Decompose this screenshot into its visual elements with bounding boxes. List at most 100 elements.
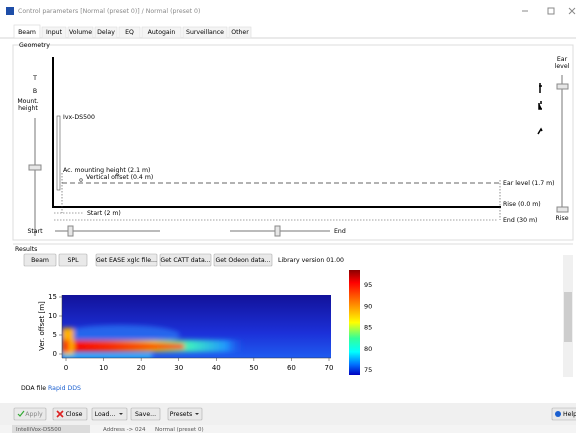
tab-label: Input xyxy=(46,29,63,36)
status-text: Normal (preset 0) xyxy=(155,427,204,433)
tab-label: Beam xyxy=(18,29,36,36)
person-icon xyxy=(539,83,542,93)
diagram-label: Ear level (1.7 m) xyxy=(503,180,555,187)
help-icon xyxy=(555,411,561,417)
dropdown xyxy=(119,413,123,415)
marker xyxy=(79,178,83,182)
heatmap xyxy=(62,295,331,358)
tab[interactable] xyxy=(141,26,182,39)
tab-label: Volume xyxy=(69,29,92,36)
x-tick-label: 60 xyxy=(287,364,296,372)
group-title: Results xyxy=(15,246,37,253)
close-button-label: Close xyxy=(66,411,83,418)
ear-slider[interactable] xyxy=(556,83,569,90)
label: Mount. height xyxy=(17,98,39,112)
scroll-thumb[interactable] xyxy=(564,292,572,342)
result-button[interactable] xyxy=(213,253,273,267)
x-tick-label: 20 xyxy=(137,364,146,372)
close-window[interactable] xyxy=(568,7,576,15)
label: Rise xyxy=(555,215,568,222)
y-tick-label: 0 xyxy=(53,350,57,358)
result-button[interactable] xyxy=(95,253,158,267)
result-button[interactable] xyxy=(58,253,88,267)
result-button-label: Get CATT data... xyxy=(160,257,210,264)
y-axis-label: Ver. offset [m] xyxy=(38,301,46,351)
speaker xyxy=(56,115,61,191)
colorbar-tick-label: 75 xyxy=(364,366,372,374)
tab[interactable] xyxy=(67,26,94,39)
close-button[interactable] xyxy=(52,407,88,421)
save-button[interactable] xyxy=(130,407,161,421)
status-cell xyxy=(12,425,90,433)
result-button-label: Beam xyxy=(31,257,49,264)
end-slider[interactable] xyxy=(274,225,281,237)
diagram-label: Vertical offset (0.4 m) xyxy=(86,174,153,181)
x-tick-label: 70 xyxy=(325,364,334,372)
start-slider[interactable] xyxy=(67,225,74,237)
diagram-label: Rise (0.0 m) xyxy=(503,201,541,208)
tab-label: Surveillance xyxy=(186,29,224,36)
tab-label: Autogain xyxy=(148,29,176,36)
label: Ear level xyxy=(554,56,570,70)
apply-button-label: Apply xyxy=(25,411,43,418)
x-tick-label: 0 xyxy=(64,364,68,372)
label: Start xyxy=(27,228,43,235)
y-tick-label: 10 xyxy=(48,312,57,320)
tab[interactable] xyxy=(94,26,118,39)
check-icon xyxy=(17,410,25,417)
result-button[interactable] xyxy=(159,253,212,267)
y-tick-label: 15 xyxy=(48,293,57,301)
seated-icon xyxy=(538,101,542,110)
x-tick-label: 30 xyxy=(174,364,183,372)
tab[interactable] xyxy=(41,26,67,39)
tab[interactable] xyxy=(182,26,228,39)
result-button-label: Get Odeon data... xyxy=(215,257,270,264)
presets-button-label: Presets xyxy=(170,411,193,418)
label: B xyxy=(33,88,37,95)
status-text: IntelliVox-DS500 xyxy=(16,427,62,433)
apply-button[interactable] xyxy=(13,407,47,421)
x-tick-label: 10 xyxy=(99,364,108,372)
diagram-label: Ivx-DS500 xyxy=(63,114,95,121)
tab[interactable] xyxy=(118,26,141,39)
x-tick-label: 40 xyxy=(212,364,221,372)
diagram-label: End (30 m) xyxy=(503,217,537,224)
tab[interactable] xyxy=(228,26,252,39)
maximize[interactable] xyxy=(547,7,555,15)
help-button-label: Help xyxy=(563,411,576,418)
x-tick-label: 50 xyxy=(249,364,258,372)
colorbar-tick-label: 85 xyxy=(364,324,372,332)
presets-button[interactable] xyxy=(167,407,203,421)
diagram-label: Start (2 m) xyxy=(87,210,121,217)
save-button-label: Save... xyxy=(135,411,156,418)
load-button[interactable] xyxy=(91,407,128,421)
result-button-label: Get EASE xglc file... xyxy=(96,257,157,264)
tab[interactable] xyxy=(13,24,41,39)
geometry-group xyxy=(12,44,574,241)
child-icon xyxy=(537,127,543,135)
diagram-label: Ac. mounting height (2.1 m) xyxy=(63,167,150,174)
colorbar-tick-label: 95 xyxy=(364,281,372,289)
y-tick-label: 5 xyxy=(53,331,57,339)
colorbar xyxy=(349,270,360,375)
group-title: Geometry xyxy=(19,42,50,49)
tab-label: EQ xyxy=(125,29,134,36)
title-bar xyxy=(0,0,576,22)
label: End xyxy=(334,228,346,235)
dropdown xyxy=(195,413,199,415)
x-icon xyxy=(56,410,64,418)
app-icon xyxy=(6,7,14,15)
colorbar-tick-label: 80 xyxy=(364,345,372,353)
result-button[interactable] xyxy=(23,253,57,267)
link[interactable]: Rapid DDS xyxy=(48,385,81,392)
status-bar xyxy=(0,425,576,433)
load-button-label: Load... xyxy=(95,411,116,418)
mount-slider[interactable] xyxy=(28,164,42,171)
label: T xyxy=(32,75,37,82)
label: DDA file xyxy=(21,385,46,392)
window-title: Control parameters [Normal (preset 0)] /… xyxy=(18,8,200,15)
tab-label: Delay xyxy=(97,29,115,36)
rise-slider[interactable] xyxy=(556,206,569,213)
